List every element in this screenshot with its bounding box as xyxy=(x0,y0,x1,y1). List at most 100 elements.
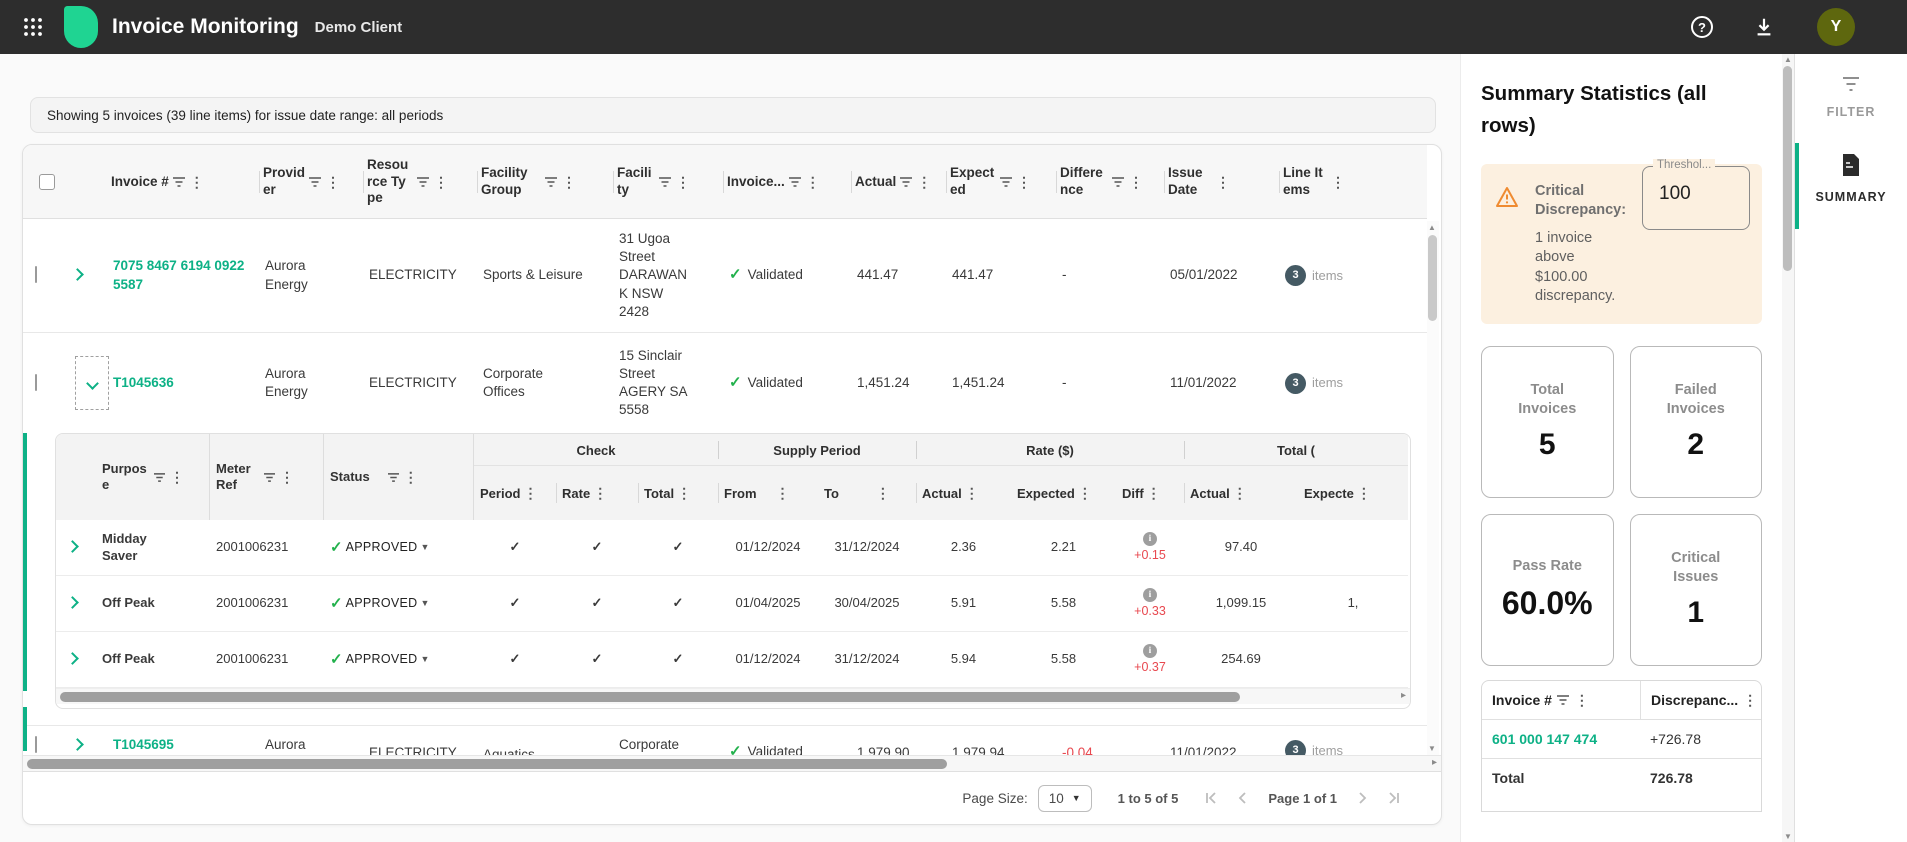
next-page-icon[interactable] xyxy=(1355,791,1369,805)
filter-icon[interactable] xyxy=(153,472,166,483)
expand-row-icon[interactable] xyxy=(71,738,84,751)
row-checkbox[interactable] xyxy=(35,266,37,284)
period-check-icon: ✓ xyxy=(509,595,521,611)
column-menu-icon[interactable]: ⋮ xyxy=(326,174,340,190)
sub-col-status: Status ⋮ xyxy=(324,434,474,520)
scroll-right-arrow-icon[interactable]: ▸ xyxy=(1400,690,1406,701)
column-menu-icon[interactable]: ⋮ xyxy=(677,485,692,501)
sub-col-total-actual: Actual ⋮ xyxy=(1184,466,1298,520)
info-icon[interactable]: i xyxy=(1143,587,1157,602)
expand-line-item-icon[interactable] xyxy=(66,540,79,553)
invoice-link[interactable]: T1045695 xyxy=(113,737,174,752)
column-menu-icon[interactable]: ⋮ xyxy=(1232,485,1247,501)
column-menu-icon[interactable]: ⋮ xyxy=(676,174,690,190)
filter-icon[interactable] xyxy=(899,176,913,188)
scrollbar-thumb[interactable] xyxy=(1783,66,1792,271)
scroll-up-arrow-icon[interactable]: ▲ xyxy=(1428,223,1436,232)
sub-col-total: Total ⋮ xyxy=(638,466,718,520)
column-menu-icon[interactable]: ⋮ xyxy=(805,174,820,190)
column-menu-icon[interactable]: ⋮ xyxy=(1077,485,1092,501)
column-menu-icon[interactable]: ⋮ xyxy=(1574,691,1589,708)
filter-icon[interactable] xyxy=(788,176,802,188)
column-menu-icon[interactable]: ⋮ xyxy=(280,469,294,485)
pager-controls: Page 1 of 1 xyxy=(1204,791,1401,806)
column-menu-icon[interactable]: ⋮ xyxy=(964,485,979,501)
previous-page-icon[interactable] xyxy=(1236,791,1250,805)
column-menu-icon[interactable]: ⋮ xyxy=(917,174,932,190)
status-dropdown[interactable]: ✓ APPROVED ▼ xyxy=(330,650,430,668)
invoice-link[interactable]: 601 000 147 474 xyxy=(1492,730,1598,747)
avatar[interactable]: Y xyxy=(1817,8,1855,46)
collapse-row-icon[interactable] xyxy=(85,376,99,390)
column-menu-icon[interactable]: ⋮ xyxy=(1331,174,1345,190)
scroll-down-arrow-icon[interactable]: ▼ xyxy=(1428,744,1436,753)
last-page-icon[interactable] xyxy=(1387,791,1401,805)
filter-icon[interactable] xyxy=(387,472,400,483)
column-menu-icon[interactable]: ⋮ xyxy=(562,174,576,190)
filter-icon[interactable] xyxy=(308,176,322,188)
column-menu-icon[interactable]: ⋮ xyxy=(523,485,538,501)
select-all-checkbox[interactable] xyxy=(39,174,55,190)
info-icon[interactable]: i xyxy=(1143,531,1157,546)
scroll-right-arrow-icon[interactable]: ▸ xyxy=(1431,757,1437,768)
line-items-count-badge: 3 xyxy=(1285,740,1306,755)
sub-col-rate-actual: Actual ⋮ xyxy=(916,466,1011,520)
filter-icon[interactable] xyxy=(544,176,558,188)
dropdown-caret-icon: ▼ xyxy=(420,597,430,608)
table-horizontal-scrollbar: ▸ xyxy=(23,755,1441,771)
column-menu-icon[interactable]: ⋮ xyxy=(1356,485,1371,501)
column-menu-icon[interactable]: ⋮ xyxy=(434,174,448,190)
column-menu-icon[interactable]: ⋮ xyxy=(593,485,608,501)
summary-panel: Summary Statistics (all rows) Critical D… xyxy=(1460,54,1782,842)
help-icon[interactable]: ? xyxy=(1691,16,1713,38)
column-menu-icon[interactable]: ⋮ xyxy=(875,485,890,501)
line-items-count-badge: 3 xyxy=(1285,372,1306,394)
filter-icon[interactable] xyxy=(999,176,1013,188)
tab-summary[interactable]: SUMMARY xyxy=(1795,119,1907,204)
threshold-value[interactable]: 100 xyxy=(1659,182,1691,204)
filter-icon[interactable] xyxy=(172,176,186,188)
scroll-down-arrow-icon[interactable]: ▼ xyxy=(1784,832,1792,841)
sub-col-period: Period ⋮ xyxy=(480,485,538,501)
filter-icon[interactable] xyxy=(1111,176,1125,188)
scrollbar-thumb[interactable] xyxy=(27,759,947,769)
row-checkbox[interactable] xyxy=(35,373,37,391)
column-menu-icon[interactable]: ⋮ xyxy=(1017,174,1031,190)
info-icon[interactable]: i xyxy=(1143,643,1157,658)
row-checkbox[interactable] xyxy=(35,736,37,753)
column-menu-icon[interactable]: ⋮ xyxy=(1146,485,1161,501)
column-menu-icon[interactable]: ⋮ xyxy=(1216,174,1230,190)
col-difference: Difference ⋮ xyxy=(1056,145,1164,219)
table-rows-viewport: 7075 8467 6194 0922 5587 Aurora Energy E… xyxy=(23,219,1441,755)
column-menu-icon[interactable]: ⋮ xyxy=(1743,691,1758,708)
column-menu-icon[interactable]: ⋮ xyxy=(403,469,418,485)
filter-icon[interactable] xyxy=(416,176,430,188)
filter-icon[interactable] xyxy=(1556,694,1570,706)
expand-line-item-icon[interactable] xyxy=(66,652,79,665)
filter-icon[interactable] xyxy=(263,472,276,483)
filter-icon[interactable] xyxy=(658,176,672,188)
subtable-horizontal-scrollbar: ▸ xyxy=(56,688,1410,704)
scrollbar-thumb[interactable] xyxy=(60,692,1240,702)
expander-focus-ring xyxy=(75,356,109,410)
stat-card-pass-rate: Pass Rate 60.0% xyxy=(1481,513,1614,666)
status-dropdown[interactable]: ✓ APPROVED ▼ xyxy=(330,594,430,612)
page-size-select[interactable]: 10 ▼ xyxy=(1037,784,1092,812)
invoice-link[interactable]: T1045636 xyxy=(113,374,174,390)
group-rate: Rate ($) xyxy=(916,434,1184,466)
download-icon[interactable] xyxy=(1753,16,1775,38)
expand-row-icon[interactable] xyxy=(71,268,84,282)
column-menu-icon[interactable]: ⋮ xyxy=(1129,174,1143,190)
apps-grid-icon[interactable] xyxy=(16,10,50,44)
invoice-link[interactable]: 7075 8467 6194 0922 5587 xyxy=(113,258,245,292)
expand-line-item-icon[interactable] xyxy=(66,596,79,609)
status-dropdown[interactable]: ✓ APPROVED ▼ xyxy=(330,538,430,556)
column-menu-icon[interactable]: ⋮ xyxy=(775,485,790,501)
first-page-icon[interactable] xyxy=(1204,791,1218,805)
column-menu-icon[interactable]: ⋮ xyxy=(170,469,184,485)
tab-filter[interactable]: FILTER xyxy=(1795,54,1907,119)
column-menu-icon[interactable]: ⋮ xyxy=(189,174,204,190)
scrollbar-thumb[interactable] xyxy=(1428,235,1437,321)
threshold-input[interactable]: Threshol... 100 xyxy=(1642,158,1750,230)
scroll-up-arrow-icon[interactable]: ▲ xyxy=(1784,55,1792,64)
